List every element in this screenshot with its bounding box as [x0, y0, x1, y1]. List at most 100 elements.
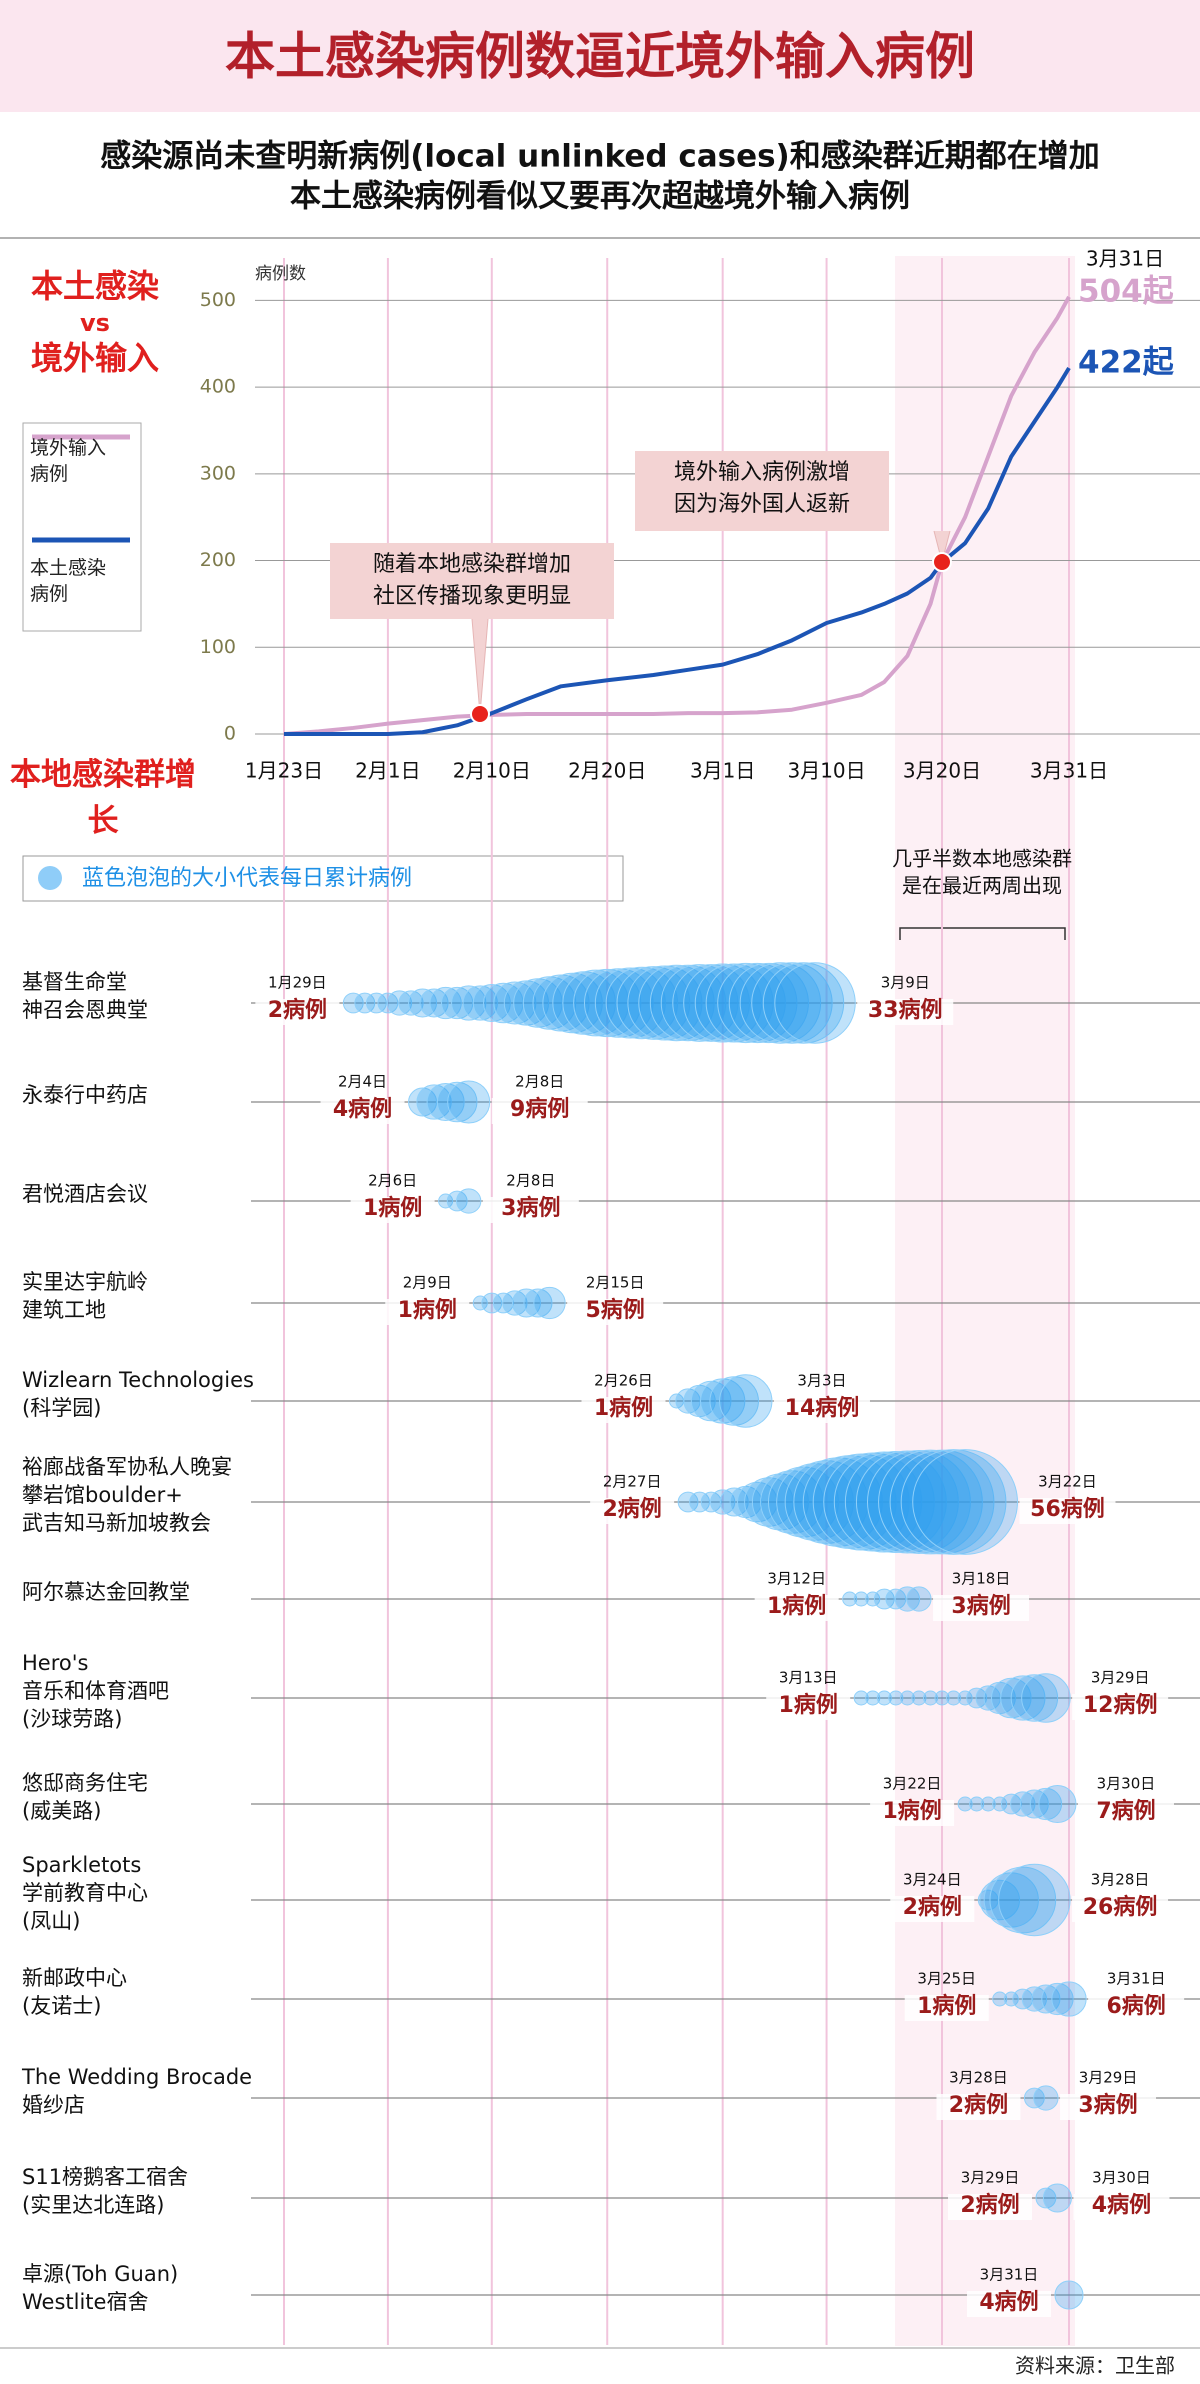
label-bg: [1060, 2094, 1157, 2120]
start-count: 2病例: [903, 1894, 962, 1920]
bubble: [719, 1374, 773, 1428]
bubble: [1019, 1789, 1049, 1819]
label-bg: [491, 1098, 588, 1124]
bubble: [979, 1879, 1021, 1921]
chart-layer: 1月23日 2月1日 2月10日 2月20日 3月1日 3月10日 3月20日 3月31日 0 1…: [21, 247, 1200, 2345]
bubble: [865, 1690, 881, 1706]
cluster-name: 悠邸商务住宅: [22, 1771, 148, 1795]
cluster-name: (凤山): [22, 1909, 80, 1933]
bubble: [408, 1087, 438, 1117]
bubble: [762, 962, 845, 1044]
bubble: [844, 1451, 947, 1553]
bubble: [583, 968, 654, 1038]
start-count: 2病例: [949, 2092, 1008, 2118]
cluster-name: 君悦酒店会议: [22, 1182, 148, 1206]
bubble: [472, 983, 511, 1023]
label-bg: [1073, 2194, 1170, 2220]
cluster-name: 基督生命堂: [22, 970, 127, 994]
legend-label: 本土感染病例: [30, 557, 107, 605]
label-bg: [581, 1397, 666, 1423]
cluster-name: (科学园): [22, 1396, 101, 1420]
bubble: [992, 1796, 1008, 1812]
bubble: [1010, 1674, 1059, 1722]
end-date: 2月8日: [515, 1073, 564, 1091]
bubble: [438, 1193, 454, 1209]
y-tick-label: 0: [224, 723, 236, 745]
label-bg: [766, 1694, 851, 1720]
start-date: 3月24日: [903, 1871, 962, 1889]
bubble: [492, 1292, 514, 1314]
callout-text: 因为海外国人返新: [674, 492, 850, 517]
bubble: [451, 985, 487, 1021]
annotation: 几乎半数本地感染群: [892, 847, 1072, 871]
cluster-name: 实里达宇航岭: [22, 1270, 148, 1294]
y-axis-label: 病例数: [255, 264, 306, 284]
start-count: 1病例: [779, 1692, 838, 1718]
bubble: [502, 1290, 528, 1316]
start-date: 3月22日: [883, 1775, 942, 1793]
bubble: [689, 1491, 710, 1513]
side-title: 本土感染: [31, 267, 159, 305]
end-date: 3月31日: [1107, 1970, 1166, 1988]
bubble: [456, 1188, 482, 1214]
x-tick-label: 1月23日: [245, 759, 323, 783]
x-tick-label: 2月1日: [355, 759, 420, 783]
source: 资料来源：卫生部: [1015, 2354, 1175, 2378]
bubble: [906, 1586, 932, 1612]
bubble: [865, 1591, 881, 1607]
label-bg: [590, 1498, 675, 1524]
callout-pointer: [471, 618, 489, 715]
bubble: [1035, 2187, 1057, 2209]
bubble: [992, 1991, 1008, 2007]
bubble: [977, 1889, 999, 1911]
bubble: [419, 988, 449, 1018]
bubble: [833, 1451, 935, 1553]
section-title: 本地感染群增长: [10, 757, 196, 839]
bubble: [969, 1796, 985, 1812]
cluster-name: (实里达北连路): [22, 2193, 164, 2217]
bubble: [462, 985, 498, 1021]
label-bg: [1019, 1498, 1116, 1524]
bubble: [426, 1082, 465, 1122]
bubble: [894, 1586, 921, 1612]
callout-text: 境外输入病例激增: [674, 460, 850, 485]
subtitle: 感染源尚未查明新病例(local unlinked cases)和感染群近期都在…: [100, 139, 1099, 175]
bubble: [1010, 1791, 1036, 1817]
bubble: [728, 962, 809, 1044]
bubble: [1038, 1784, 1077, 1824]
y-tick-label: 500: [200, 289, 236, 311]
end-label: 504起: [1078, 273, 1175, 309]
label-bg: [904, 1995, 989, 2021]
bubble: [660, 964, 739, 1042]
cluster-name: Hero's: [22, 1651, 88, 1675]
bubble: [957, 1690, 973, 1706]
bubble: [760, 1470, 824, 1534]
bubble: [719, 1487, 749, 1517]
callout-text: 随着本地感染群增加: [373, 552, 571, 577]
bubble: [1003, 1991, 1019, 2007]
bubble: [398, 990, 424, 1016]
bubble: [717, 962, 798, 1044]
start-date: 2月4日: [338, 1073, 387, 1091]
end-count: 4病例: [1092, 2192, 1151, 2218]
end-date: 3月29日: [1091, 1669, 1150, 1687]
legend-box: [22, 422, 142, 632]
bubble: [503, 980, 550, 1026]
end-count: 26病例: [1083, 1894, 1158, 1920]
x-tick-label: 2月20日: [568, 759, 646, 783]
cluster-name: 神召会恩典堂: [22, 998, 148, 1022]
recent-weeks-band: [895, 256, 1075, 2346]
start-date: 2月6日: [368, 1172, 417, 1190]
bubble: [998, 1863, 1071, 1937]
bubble: [1012, 1988, 1034, 2010]
start-count: 2病例: [268, 997, 327, 1023]
start-date: 2月26日: [594, 1372, 653, 1390]
bubble: [946, 1690, 962, 1706]
legend-label: 境外输入病例: [30, 437, 107, 485]
bubble: [365, 992, 387, 1014]
bubble: [980, 1796, 996, 1812]
end-count: 33病例: [868, 997, 943, 1023]
end-date: 2月8日: [506, 1172, 555, 1190]
bubble: [533, 1286, 566, 1320]
bubble: [922, 1690, 938, 1706]
